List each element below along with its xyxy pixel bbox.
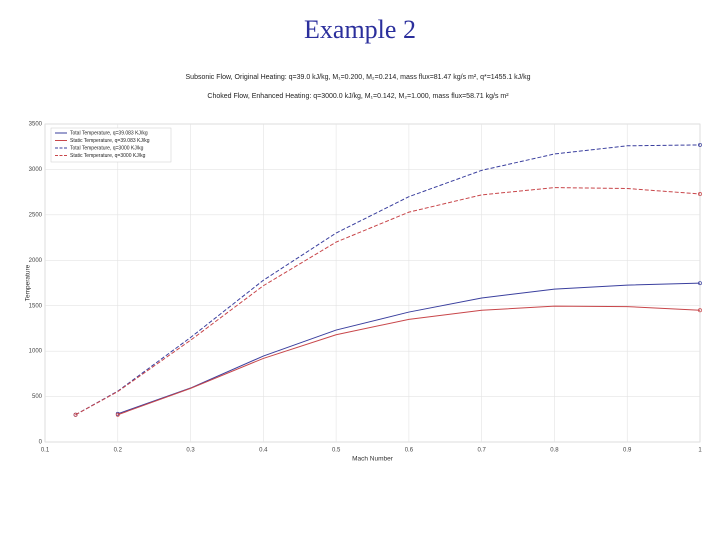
x-tick-label: 0.4 — [259, 448, 268, 454]
x-tick-label: 0.2 — [114, 448, 123, 454]
x-tick-label: 0.9 — [623, 448, 632, 454]
legend-label: Total Temperature, q=39.083 KJ/kg — [70, 130, 148, 136]
chart-subtitle: Subsonic Flow, Original Heating: q=39.0 … — [186, 74, 531, 81]
y-axis-label: Temperature — [25, 264, 32, 301]
legend-box — [50, 127, 172, 163]
x-tick-label: 0.7 — [477, 448, 486, 454]
legend-label: Static Temperature, q=39.083 KJ/kg — [70, 138, 150, 144]
x-tick-label: 1 — [698, 448, 702, 454]
chart-subtitle: Choked Flow, Enhanced Heating: q=3000.0 … — [207, 93, 509, 100]
legend-label: Total Temperature, q=3000 KJ/kg — [70, 145, 144, 151]
y-tick-label: 500 — [32, 394, 43, 400]
y-tick-label: 2500 — [29, 212, 43, 218]
y-tick-label: 3000 — [29, 167, 43, 173]
end-marker — [698, 281, 702, 286]
end-marker — [698, 142, 702, 147]
legend-label: Static Temperature, q=3000 KJ/kg — [70, 153, 146, 159]
end-marker — [115, 412, 120, 417]
y-tick-label: 1000 — [29, 349, 43, 355]
series-line — [75, 187, 701, 416]
series-line — [75, 144, 701, 416]
end-marker — [698, 192, 702, 196]
end-marker — [698, 308, 702, 313]
x-tick-label: 0.6 — [405, 448, 414, 454]
y-tick-label: 1500 — [29, 303, 43, 309]
x-tick-label: 0.1 — [41, 448, 50, 454]
series-line — [117, 305, 701, 416]
series-line — [117, 282, 701, 415]
x-axis-label: Mach Number — [352, 456, 394, 463]
end-marker — [73, 412, 78, 417]
y-tick-label: 3500 — [29, 122, 43, 128]
x-tick-label: 0.5 — [332, 448, 341, 454]
y-tick-label: 2000 — [29, 258, 43, 264]
x-tick-label: 0.8 — [550, 448, 559, 454]
plot-frame — [44, 123, 701, 443]
x-tick-label: 0.3 — [186, 448, 195, 454]
y-tick-label: 0 — [39, 440, 43, 446]
slide-title: Example 2 — [304, 15, 416, 44]
